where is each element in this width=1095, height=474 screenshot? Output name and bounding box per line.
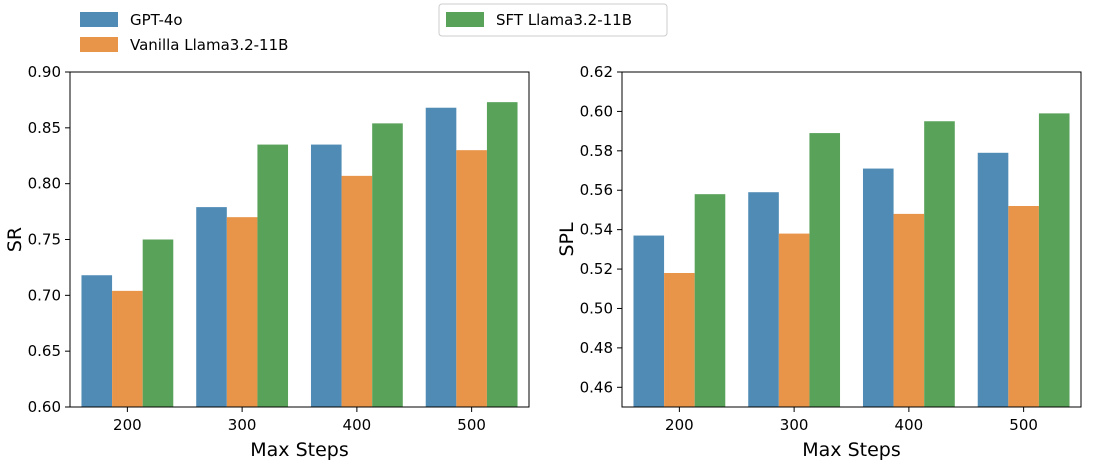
legend-swatch — [80, 37, 118, 52]
y-tick-label: 0.56 — [580, 181, 613, 199]
x-tick-label: 300 — [780, 416, 809, 434]
legend-swatch — [446, 12, 484, 27]
y-tick-label: 0.75 — [28, 231, 61, 249]
y-tick-label: 0.90 — [28, 63, 61, 81]
y-tick-label: 0.62 — [580, 63, 613, 81]
bar-sr-gpt-4o-200 — [81, 275, 113, 407]
bar-sr-vanilla-llama3-2-11b-300 — [226, 217, 258, 407]
y-tick-label: 0.50 — [580, 299, 613, 317]
bar-sr-sft-llama3-2-11b-300 — [257, 144, 289, 407]
bar-spl-sft-llama3-2-11b-500 — [1038, 113, 1070, 407]
bar-sr-vanilla-llama3-2-11b-200 — [112, 290, 143, 407]
x-axis-title: Max Steps — [250, 439, 348, 461]
x-tick-label: 300 — [228, 416, 257, 434]
x-tick-label: 400 — [895, 416, 924, 434]
y-tick-label: 0.58 — [580, 142, 613, 160]
bar-sr-gpt-4o-300 — [196, 207, 227, 407]
y-tick-label: 0.60 — [28, 398, 61, 416]
y-axis-title: SR — [4, 227, 26, 252]
y-axis-title: SPL — [556, 222, 578, 257]
legend-box — [438, 3, 668, 37]
x-tick-label: 400 — [343, 416, 372, 434]
x-axis-title: Max Steps — [802, 439, 900, 461]
bar-spl-sft-llama3-2-11b-300 — [809, 133, 841, 407]
x-tick-label: 200 — [113, 416, 142, 434]
plot-frame — [621, 71, 1082, 408]
y-tick-label: 0.60 — [580, 102, 613, 120]
y-tick-label: 0.52 — [580, 260, 613, 278]
bar-sr-gpt-4o-500 — [425, 107, 457, 407]
bar-sr-vanilla-llama3-2-11b-500 — [456, 150, 487, 408]
y-tick-label: 0.48 — [580, 339, 613, 357]
y-tick-label: 0.54 — [580, 221, 613, 239]
bar-spl-vanilla-llama3-2-11b-400 — [893, 213, 925, 407]
bar-sr-gpt-4o-400 — [310, 144, 342, 407]
bar-sr-sft-llama3-2-11b-400 — [372, 123, 403, 408]
bar-sr-sft-llama3-2-11b-500 — [486, 102, 518, 408]
bar-spl-vanilla-llama3-2-11b-500 — [1008, 206, 1039, 407]
y-tick-label: 0.80 — [28, 175, 61, 193]
bar-spl-vanilla-llama3-2-11b-200 — [664, 273, 695, 407]
legend-label: SFT Llama3.2-11B — [496, 11, 632, 29]
bar-spl-gpt-4o-500 — [977, 152, 1009, 407]
bar-sr-vanilla-llama3-2-11b-400 — [341, 175, 373, 407]
y-tick-label: 0.65 — [28, 342, 61, 360]
x-tick-label: 500 — [457, 416, 486, 434]
bar-spl-gpt-4o-200 — [633, 235, 665, 407]
bar-spl-sft-llama3-2-11b-200 — [694, 194, 726, 407]
legend-label: Vanilla Llama3.2-11B — [130, 36, 288, 54]
y-tick-label: 0.70 — [28, 286, 61, 304]
y-tick-label: 0.46 — [580, 378, 613, 396]
bar-spl-sft-llama3-2-11b-400 — [924, 121, 955, 407]
x-tick-label: 500 — [1009, 416, 1038, 434]
legend-label: GPT-4o — [130, 11, 183, 29]
x-tick-label: 200 — [665, 416, 694, 434]
legend-swatch — [80, 12, 118, 27]
bar-sr-sft-llama3-2-11b-200 — [142, 239, 174, 407]
y-tick-label: 0.85 — [28, 119, 61, 137]
bar-spl-gpt-4o-300 — [748, 192, 779, 407]
bar-spl-vanilla-llama3-2-11b-300 — [778, 233, 810, 407]
bar-spl-gpt-4o-400 — [862, 168, 894, 407]
